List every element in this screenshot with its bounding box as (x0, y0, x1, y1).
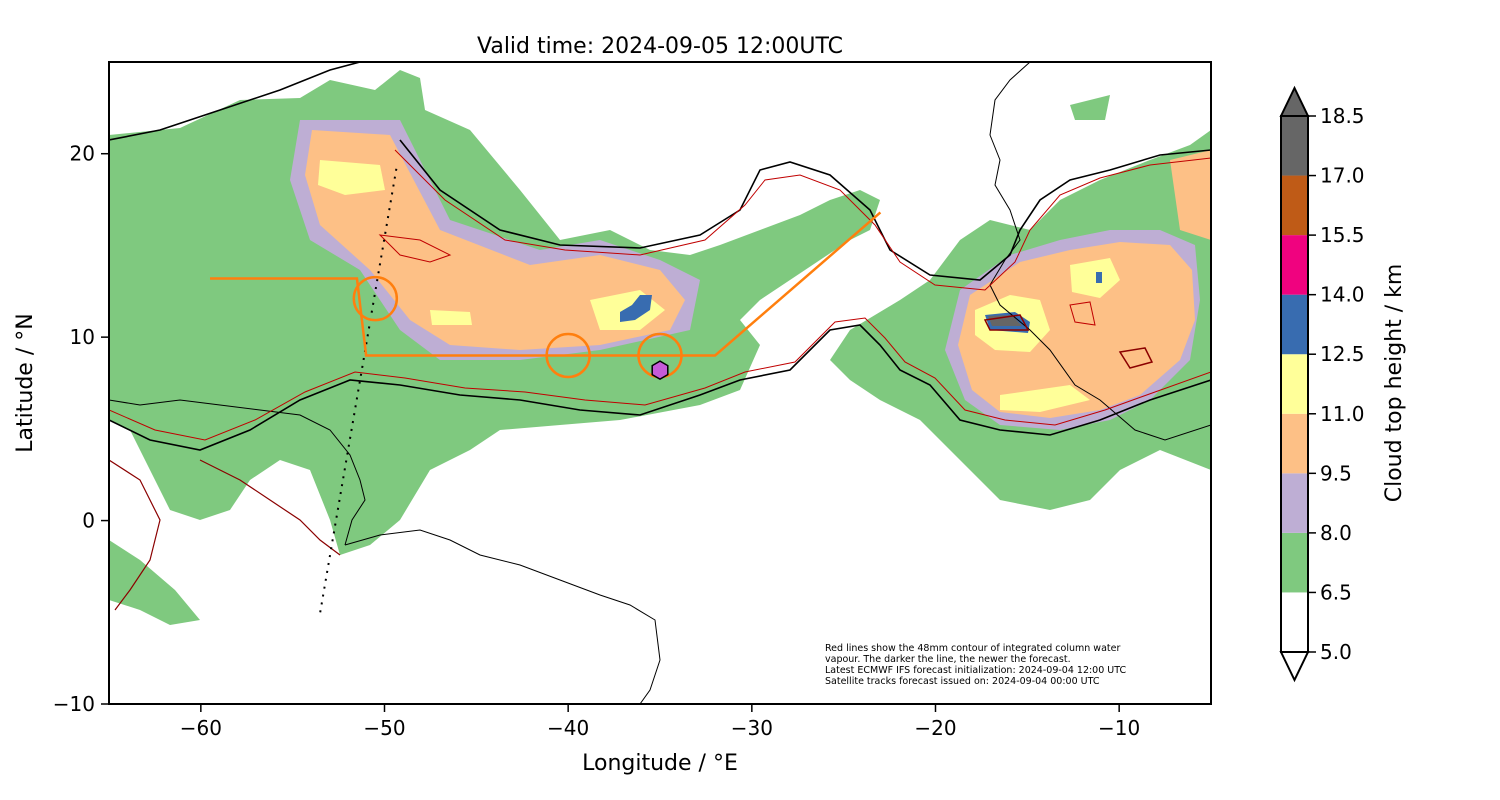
note-line-3: Latest ECMWF IFS forecast initialization… (825, 665, 1126, 676)
cloud-region-east-yellow-2 (1070, 258, 1120, 298)
y-axis-ticks: 20 10 0 −10 (53, 142, 109, 716)
colorbar-bin (1281, 532, 1308, 593)
figure-note: Red lines show the 48mm contour of integ… (825, 643, 1126, 687)
colorbar-tick-label: 9.5 (1320, 461, 1352, 485)
y-tick-label: −10 (53, 692, 95, 716)
colorbar-bin (1281, 413, 1308, 474)
colorbar: 18.5 17.0 15.5 14.0 12.5 11.0 9.5 8.0 6.5 5.0 (1279, 85, 1365, 683)
colorbar-bin (1281, 592, 1308, 652)
x-axis-ticks: −60 −50 −40 −30 −20 −10 (180, 704, 1140, 740)
x-tick-label: −50 (363, 716, 405, 740)
note-line-1: Red lines show the 48mm contour of integ… (825, 643, 1120, 654)
colorbar-bin (1281, 473, 1308, 533)
colorbar-tick-label: 11.0 (1320, 402, 1365, 426)
map-layers (109, 62, 1211, 704)
flight-track (210, 211, 882, 357)
iwv-contour-south-2 (109, 317, 1211, 441)
cloud-region-east-orange (958, 242, 1195, 418)
colorbar-frame (1280, 115, 1309, 653)
flight-circle (545, 332, 591, 379)
iwv-contour-west-loop (378, 234, 452, 263)
colorbar-bin (1281, 294, 1308, 355)
colorbar-tick-label: 6.5 (1320, 580, 1352, 604)
iwv-contours (109, 62, 1211, 611)
x-tick-label: −10 (1098, 716, 1140, 740)
y-tick-label: 0 (82, 509, 95, 533)
colorbar-tick-label: 12.5 (1320, 342, 1365, 366)
colorbar-label: Cloud top height / km (1382, 264, 1407, 503)
plot-frame (108, 61, 1212, 705)
flight-circle (352, 275, 399, 322)
cloud-region-west-green-2 (109, 540, 200, 625)
cloud-region-west-orange (305, 130, 685, 350)
coastline-caribbean (109, 399, 366, 546)
map-title: Valid time: 2024-09-05 12:00UTC (477, 34, 843, 59)
y-axis-label: Latitude / °N (13, 313, 38, 452)
y-tick-label: 20 (70, 142, 95, 166)
colorbar-tick-label: 5.0 (1320, 640, 1352, 664)
note-line-2: vapour. The darker the line, the newer t… (825, 654, 1071, 665)
hexagon-marker (651, 360, 669, 381)
x-tick-label: −30 (731, 716, 773, 740)
coastline-africa (989, 62, 1211, 441)
x-tick-label: −20 (914, 716, 956, 740)
cloud-region-east-green-2 (1070, 95, 1110, 120)
flight-circles (352, 275, 683, 379)
colorbar-extend-min (1279, 651, 1310, 683)
iwv-contour-north (109, 62, 361, 141)
cloud-top-height-field (109, 70, 1211, 625)
iwv-contour-east-loop (983, 314, 1030, 331)
map-plot-area: Red lines show the 48mm contour of integ… (108, 61, 1212, 705)
cloud-region-west-yellow (318, 160, 385, 195)
y-tick-label: 10 (70, 325, 95, 349)
colorbar-tick-label: 14.0 (1320, 283, 1365, 307)
cloud-region-west-yellow-3 (430, 310, 472, 325)
colorbar-bin (1281, 175, 1308, 236)
note-line-4: Satellite tracks forecast issued on: 202… (825, 676, 1100, 687)
cloud-region-east-orange-2 (1170, 150, 1211, 240)
cloud-region-east-blue-2 (1096, 272, 1102, 283)
cloud-region-east-yellow-3 (1000, 385, 1090, 412)
colorbar-tick-label: 17.0 (1320, 164, 1365, 188)
colorbar-bin (1281, 354, 1308, 414)
iwv-contour-east-loop-2 (1118, 347, 1154, 369)
x-axis-label: Longitude / °E (582, 751, 738, 776)
coastlines (109, 62, 1211, 704)
colorbar-extend-max (1279, 85, 1310, 117)
iwv-contour-west-south (109, 459, 341, 611)
iwv-contour-north-3 (394, 149, 1211, 291)
iwv-contour-north-2 (399, 139, 1211, 281)
colorbar-bin (1281, 235, 1308, 295)
x-tick-label: −40 (547, 716, 589, 740)
colorbar-tick-label: 15.5 (1320, 223, 1365, 247)
colorbar-tick-label: 18.5 (1320, 104, 1365, 128)
cloud-region-west-blue (620, 295, 652, 322)
colorbar-tick-label: 8.0 (1320, 521, 1352, 545)
iwv-contour-south (109, 324, 1211, 451)
coastline-south-america (344, 529, 661, 704)
colorbar-bin (1281, 116, 1308, 176)
iwv-contour-east-loop-3 (1069, 301, 1096, 326)
x-tick-label: −60 (180, 716, 222, 740)
